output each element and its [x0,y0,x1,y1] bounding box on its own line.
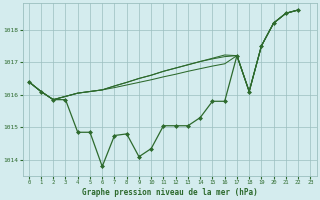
X-axis label: Graphe pression niveau de la mer (hPa): Graphe pression niveau de la mer (hPa) [82,188,258,197]
